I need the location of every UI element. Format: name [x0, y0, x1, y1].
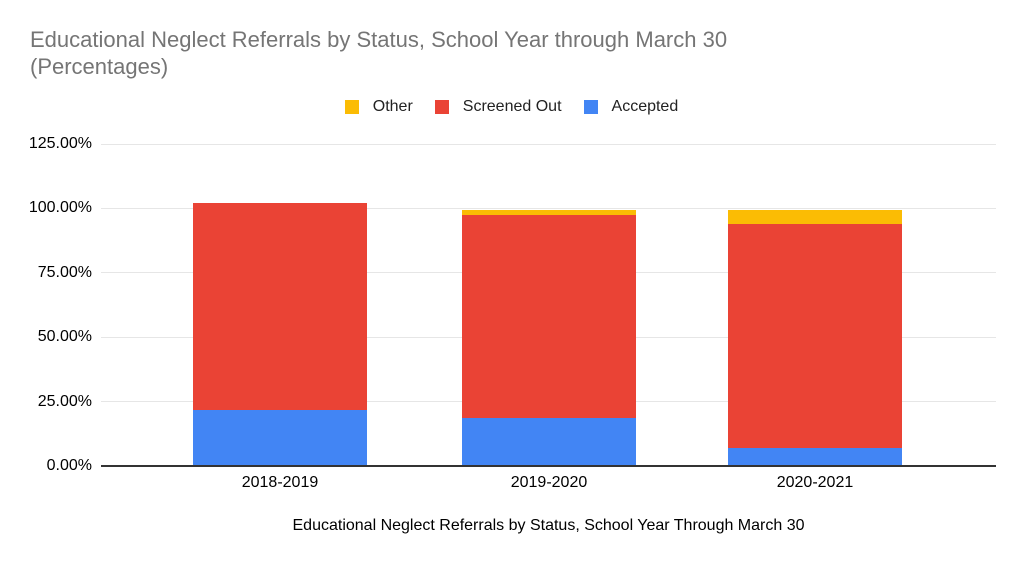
legend: Other Screened Out Accepted: [0, 98, 1023, 116]
y-tick-label-0: 0.00%: [46, 457, 92, 474]
x-axis-label-2020-2021: 2020-2021: [776, 474, 854, 491]
y-tick-label-125: 125.00%: [28, 135, 92, 152]
legend-item-other: Other: [344, 98, 413, 116]
legend-swatch-other: [344, 100, 359, 114]
legend-swatch-screened-out: [434, 100, 449, 114]
legend-label-other: Other: [372, 98, 413, 115]
x-axis-baseline: [101, 465, 996, 467]
bar-2019-2020-screened-out: [462, 214, 636, 419]
bar-2020-2021-other: [728, 210, 902, 225]
y-tick-label-100: 100.00%: [28, 199, 92, 217]
legend-swatch-accepted: [583, 100, 598, 114]
bar-2018-2019-accepted: [193, 410, 367, 466]
gridline-100: [101, 207, 996, 209]
bar-2019-2020-accepted: [462, 418, 636, 466]
x-axis-label-2019-2020: 2019-2020: [510, 474, 588, 491]
legend-item-accepted: Accepted: [583, 98, 679, 116]
bar-2018-2019-screened-out: [193, 202, 367, 411]
y-tick-label-50: 50.00%: [37, 328, 92, 346]
legend-label-screened-out: Screened Out: [462, 98, 562, 115]
gridline-125: [101, 143, 996, 145]
legend-item-screened-out: Screened Out: [434, 98, 562, 116]
y-tick-label-75: 75.00%: [37, 263, 92, 281]
bar-2020-2021-accepted: [728, 447, 902, 466]
x-axis-label-2018-2019: 2018-2019: [241, 474, 319, 491]
y-tick-label-25: 25.00%: [37, 392, 92, 410]
x-axis-caption: Educational Neglect Referrals by Status,…: [292, 517, 805, 534]
bar-2020-2021-screened-out: [728, 224, 902, 448]
bar-2019-2020-other: [462, 209, 636, 215]
chart-title: Educational Neglect Referrals by Status,…: [30, 27, 728, 79]
legend-label-accepted: Accepted: [611, 98, 679, 115]
